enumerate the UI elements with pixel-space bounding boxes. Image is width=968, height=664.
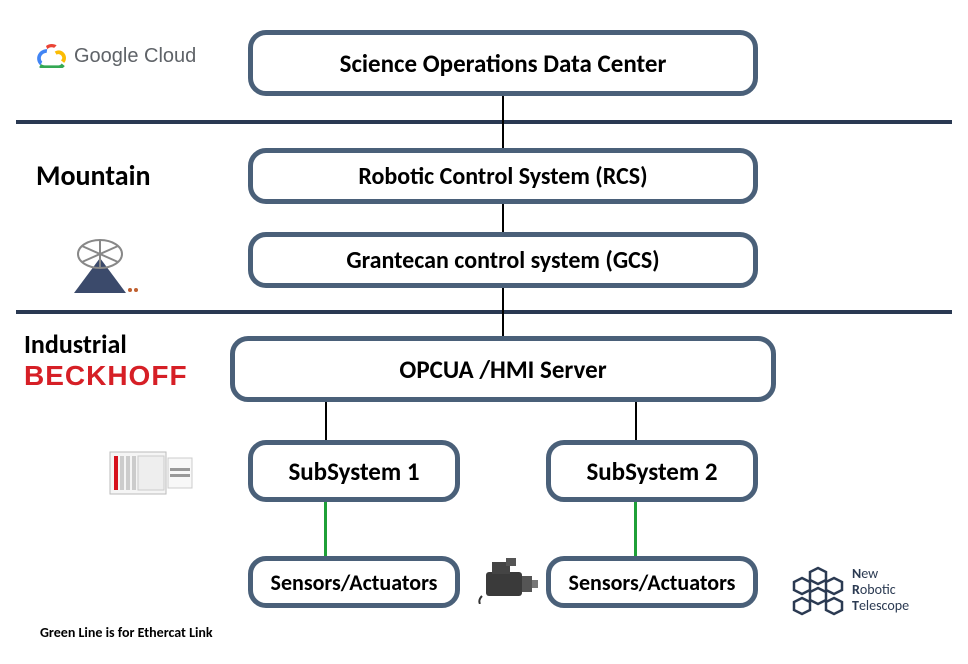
- node-rcs-label: Robotic Control System (RCS): [358, 162, 647, 191]
- nrt-line2: obotic: [860, 581, 896, 598]
- edge-sodc-rcs: [502, 96, 504, 148]
- edge-sub2-sa2: [634, 502, 637, 556]
- section-label-industrial: Industrial: [24, 328, 127, 360]
- node-sa2-label: Sensors/Actuators: [569, 569, 736, 596]
- nrt-text: New Robotic Telescope: [852, 566, 909, 614]
- nrt-hex-icon: [790, 564, 846, 616]
- telescope-icon: [54, 218, 146, 298]
- nrt-line3: elescope: [859, 597, 909, 614]
- footnote-ethercat: Green Line is for Ethercat Link: [40, 624, 213, 641]
- google-cloud-icon: [36, 44, 66, 68]
- node-sub2: SubSystem 2: [546, 440, 758, 502]
- node-sodc: Science Operations Data Center: [248, 30, 758, 96]
- google-cloud-text: Google Cloud: [74, 45, 196, 68]
- divider-1: [16, 120, 952, 124]
- node-gcs: Grantecan control system (GCS): [248, 232, 758, 288]
- edge-sub1-sa1: [324, 502, 327, 556]
- nrt-logo: New Robotic Telescope: [790, 564, 909, 616]
- edge-gcs-opcua: [502, 288, 504, 336]
- nrt-line1: ew: [861, 565, 878, 582]
- node-opcua-label: OPCUA /HMI Server: [399, 354, 606, 385]
- node-sodc-label: Science Operations Data Center: [340, 48, 667, 79]
- node-sa1-label: Sensors/Actuators: [271, 569, 438, 596]
- node-sub1: SubSystem 1: [248, 440, 460, 502]
- section-label-mountain: Mountain: [36, 158, 150, 193]
- node-opcua: OPCUA /HMI Server: [230, 336, 776, 402]
- servo-motor-icon: [478, 556, 538, 604]
- node-sa2: Sensors/Actuators: [546, 556, 758, 608]
- google-cloud-logo: Google Cloud: [36, 44, 196, 68]
- ipc-device-icon: [108, 444, 196, 502]
- divider-2: [16, 310, 952, 314]
- node-rcs: Robotic Control System (RCS): [248, 148, 758, 204]
- beckhoff-logo: BECKHOFF: [24, 360, 188, 392]
- node-sub1-label: SubSystem 1: [288, 456, 419, 487]
- node-gcs-label: Grantecan control system (GCS): [346, 246, 659, 275]
- edge-opcua-sub2: [635, 402, 637, 440]
- node-sa1: Sensors/Actuators: [248, 556, 460, 608]
- edge-rcs-gcs: [502, 204, 504, 232]
- edge-opcua-sub1: [325, 402, 327, 440]
- node-sub2-label: SubSystem 2: [586, 456, 717, 487]
